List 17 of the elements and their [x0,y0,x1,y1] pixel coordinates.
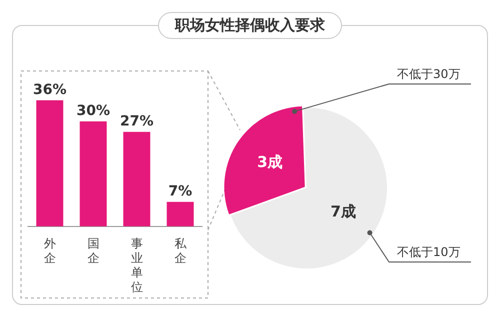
data-label: 36% [32,82,67,98]
data-label: 27% [120,113,154,130]
slice-label: 不低于10万 [397,245,460,260]
bar [123,132,150,226]
chart-title: 职场女性择偶收入要求 [158,12,342,39]
data-label: 7成 [330,202,356,221]
bar [80,121,107,226]
data-label: 30% [76,102,110,119]
x-tick-label: 外企 [44,236,56,266]
data-label: 7% [168,184,192,200]
x-tick-label: 事业单位 [130,236,143,294]
data-label: 3成 [257,153,283,172]
slice-label: 不低于30万 [397,67,460,82]
x-tick-label: 私企 [174,236,188,266]
x-tick-label: 国企 [87,236,100,266]
bar [36,100,64,226]
bar [166,202,194,226]
